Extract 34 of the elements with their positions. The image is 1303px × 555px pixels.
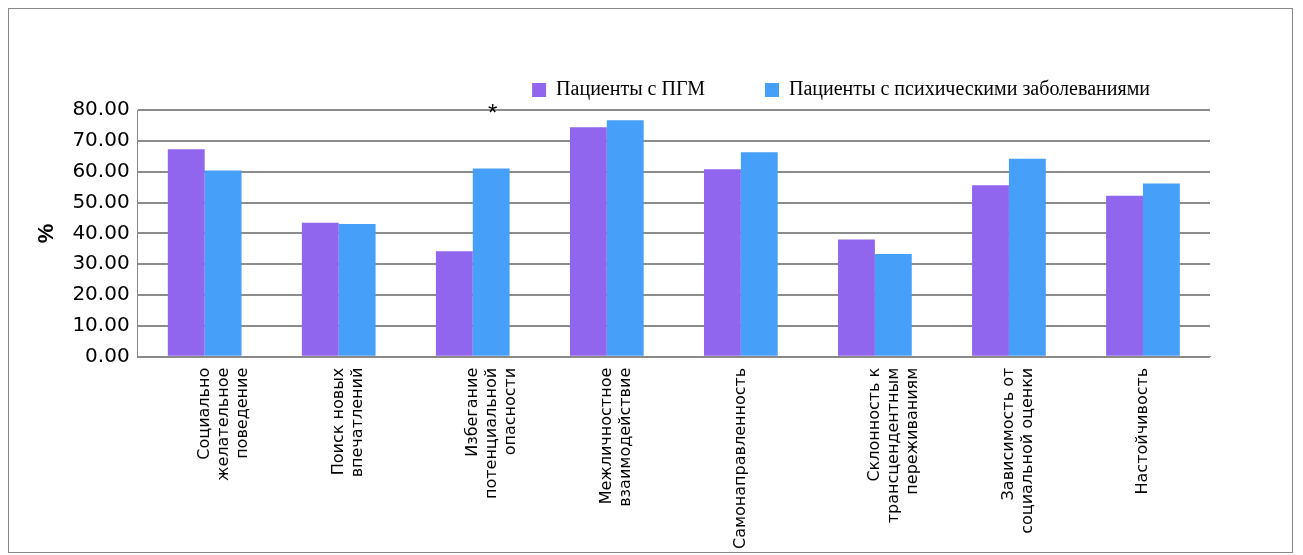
legend-label: Пациенты с психическими заболеваниями: [788, 77, 1151, 101]
bar: [1106, 195, 1143, 356]
bar: [606, 120, 644, 356]
bar: [972, 185, 1009, 356]
x-tick-label: Избегание потенциальной опасности: [461, 367, 520, 499]
legend-label: Пациенты с ПГМ: [556, 77, 706, 101]
annotation: *: [488, 98, 498, 126]
y-tick-label: 40.00: [72, 219, 130, 244]
x-tick-label: Склонность к трансцендентным переживаниям: [864, 367, 922, 524]
bar: [435, 251, 473, 356]
bar: [338, 224, 376, 356]
bar: [874, 254, 912, 356]
bar: [472, 168, 510, 356]
y-tick-label: 0.00: [85, 342, 130, 367]
x-tick-label: Социально желательное поведение: [193, 367, 252, 481]
y-tick-label: 60.00: [72, 157, 130, 182]
bar: [301, 222, 339, 356]
bar: [1008, 158, 1046, 356]
bar: [703, 169, 741, 356]
bar: [838, 239, 875, 356]
bar: [569, 127, 607, 356]
y-tick-label: 30.00: [72, 250, 130, 275]
bar: [1142, 183, 1180, 356]
y-axis-title: %: [33, 223, 59, 244]
y-tick-label: 70.00: [72, 127, 130, 152]
y-tick-label: 80.00: [72, 96, 130, 121]
bar: [204, 170, 242, 356]
bar: [167, 149, 205, 356]
bar: [740, 152, 778, 356]
y-tick-label: 20.00: [72, 281, 130, 306]
x-tick-label: Настойчивость: [1132, 367, 1152, 495]
y-tick-label: 50.00: [72, 188, 130, 213]
x-tick-label: Самонаправленность: [730, 367, 750, 549]
y-tick-label: 10.00: [72, 312, 130, 337]
